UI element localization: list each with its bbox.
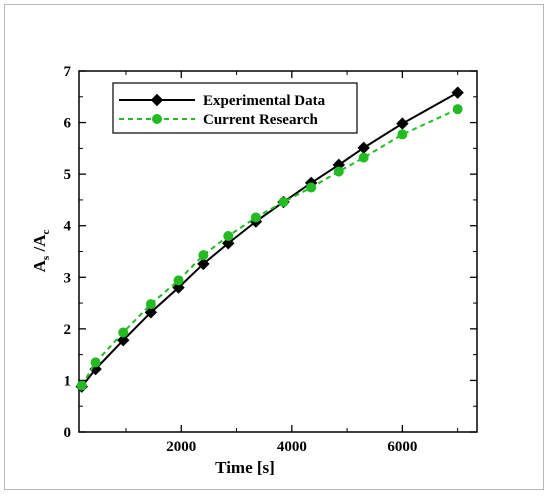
legend-label-1: Experimental Data (203, 93, 326, 109)
data-point (223, 231, 234, 242)
data-point (333, 166, 344, 177)
y-tick-label: 5 (64, 167, 72, 183)
y-tick-label: 4 (64, 219, 72, 235)
series-2 (76, 104, 463, 391)
data-point (145, 299, 156, 310)
data-point (197, 257, 210, 271)
data-point (173, 275, 184, 286)
x-tick-label: 2000 (166, 439, 196, 455)
data-point (198, 250, 209, 261)
data-point (306, 182, 317, 193)
data-point (451, 86, 464, 99)
x-tick-label: 4000 (277, 439, 307, 455)
series-group (75, 86, 464, 393)
series-line (80, 108, 459, 387)
data-point (117, 333, 130, 347)
data-point (118, 327, 129, 338)
data-point (397, 129, 408, 140)
y-tick-label: 3 (64, 270, 72, 286)
x-axis-title: Time [s] (215, 458, 275, 477)
y-axis-title-sep: /A (30, 234, 49, 256)
figure-frame: 0 1 2 3 4 5 6 7 2000 4000 6000 Experimental Data Cu… (4, 4, 544, 490)
y-axis-title-main: A (30, 259, 49, 272)
y-axis-title-sub1: s (40, 255, 52, 260)
legend-label-2: Current Research (203, 112, 318, 128)
data-point (222, 237, 235, 250)
data-point (76, 380, 87, 391)
y-tick-label: 1 (64, 373, 72, 389)
y-tick-label: 2 (64, 322, 72, 338)
legend: Experimental Data Current Research (112, 82, 358, 134)
data-point (172, 281, 185, 294)
legend-marker-2 (152, 114, 162, 124)
data-point (250, 212, 261, 223)
y-axis-title: As /Ac (30, 230, 52, 273)
series-line (80, 91, 459, 388)
axes: 0 1 2 3 4 5 6 7 2000 4000 6000 (64, 64, 478, 455)
y-tick-label: 7 (64, 64, 72, 80)
data-point (452, 104, 463, 115)
data-point (357, 141, 370, 155)
y-tick-label: 6 (64, 116, 72, 132)
y-axis-title-sub2: c (40, 230, 52, 235)
data-point (90, 357, 101, 368)
data-point (144, 306, 158, 319)
legend-box (112, 82, 358, 134)
legend-marker-1 (150, 93, 164, 107)
y-tick-label: 0 (64, 425, 72, 441)
data-point (278, 196, 289, 207)
data-point (396, 117, 409, 130)
x-tick-label: 6000 (387, 439, 417, 455)
line-chart: 0 1 2 3 4 5 6 7 2000 4000 6000 Experimental Data Cu… (30, 64, 478, 477)
data-point (358, 152, 369, 163)
